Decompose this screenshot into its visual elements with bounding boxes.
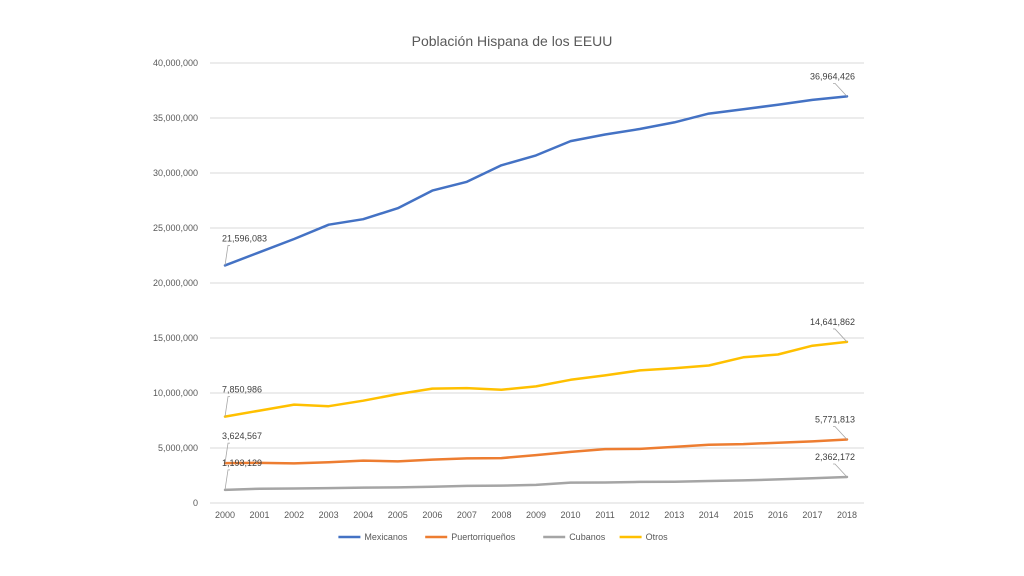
end-data-label-otros: 14,641,862 (810, 317, 855, 327)
x-tick-label: 2010 (561, 510, 581, 520)
x-tick-label: 2014 (699, 510, 719, 520)
x-tick-label: 2015 (733, 510, 753, 520)
x-tick-label: 2012 (630, 510, 650, 520)
x-tick-label: 2009 (526, 510, 546, 520)
gridlines (210, 62, 864, 504)
x-tick-label: 2005 (388, 510, 408, 520)
leader-line (833, 82, 848, 97)
x-tick-label: 2011 (595, 510, 614, 520)
x-tick-label: 2008 (491, 510, 511, 520)
x-tick-label: 2004 (353, 510, 373, 520)
x-tick-label: 2002 (284, 510, 304, 520)
series-line-cubanos (223, 475, 849, 492)
x-tick-label: 2018 (837, 510, 857, 520)
y-tick-label: 0 (193, 498, 198, 508)
legend-label-puertorriqueños: Puertorriqueños (451, 532, 516, 542)
x-tick-label: 2013 (664, 510, 684, 520)
x-tick-label: 2003 (319, 510, 339, 520)
x-axis-ticks: 2000 2001 2002 2003 2004 2005 2006 2007 2008 2009… (215, 510, 857, 520)
y-tick-label: 5,000,000 (158, 443, 198, 453)
x-tick-label: 2017 (802, 510, 822, 520)
leader-line (833, 328, 848, 343)
y-axis-ticks: 0 5,000,000 10,000,000 15,000,000 20,000,000… (153, 58, 198, 508)
y-tick-label: 40,000,000 (153, 58, 198, 68)
leader-line (833, 463, 848, 478)
y-tick-label: 20,000,000 (153, 278, 198, 288)
start-data-label-cubanos: 1,193,129 (222, 458, 262, 468)
y-tick-label: 10,000,000 (153, 388, 198, 398)
leader-line (224, 469, 230, 490)
y-tick-label: 30,000,000 (153, 168, 198, 178)
leader-line (833, 426, 848, 440)
series-line-mexicanos (223, 95, 849, 267)
legend: Mexicanos Puertorriqueños Cubanos Otros (338, 532, 668, 542)
series-line-otros (223, 340, 849, 418)
series-lines (223, 95, 849, 492)
y-tick-label: 15,000,000 (153, 333, 198, 343)
legend-label-cubanos: Cubanos (569, 532, 606, 542)
start-data-label-mexicanos: 21,596,083 (222, 233, 267, 243)
end-data-label-puertorriqueños: 5,771,813 (815, 415, 855, 425)
end-data-label-mexicanos: 36,964,426 (810, 71, 855, 81)
leader-line (224, 396, 230, 417)
x-tick-label: 2001 (250, 510, 270, 520)
x-tick-label: 2006 (422, 510, 442, 520)
data-labels: 21,596,083 36,964,426 3,624,567 5,771,813 1,… (222, 71, 855, 490)
legend-label-mexicanos: Mexicanos (364, 532, 408, 542)
leader-line (224, 245, 230, 266)
legend-label-otros: Otros (646, 532, 669, 542)
end-data-label-cubanos: 2,362,172 (815, 452, 855, 462)
start-data-label-puertorriqueños: 3,624,567 (222, 431, 262, 441)
leader-line (224, 442, 230, 464)
x-tick-label: 2016 (768, 510, 788, 520)
start-data-label-otros: 7,850,986 (222, 385, 262, 395)
x-tick-label: 2000 (215, 510, 235, 520)
chart-title: Población Hispana de los EEUU (412, 33, 613, 49)
series-line-puertorriqueños (223, 438, 849, 465)
y-tick-label: 35,000,000 (153, 113, 198, 123)
x-tick-label: 2007 (457, 510, 477, 520)
y-tick-label: 25,000,000 (153, 223, 198, 233)
